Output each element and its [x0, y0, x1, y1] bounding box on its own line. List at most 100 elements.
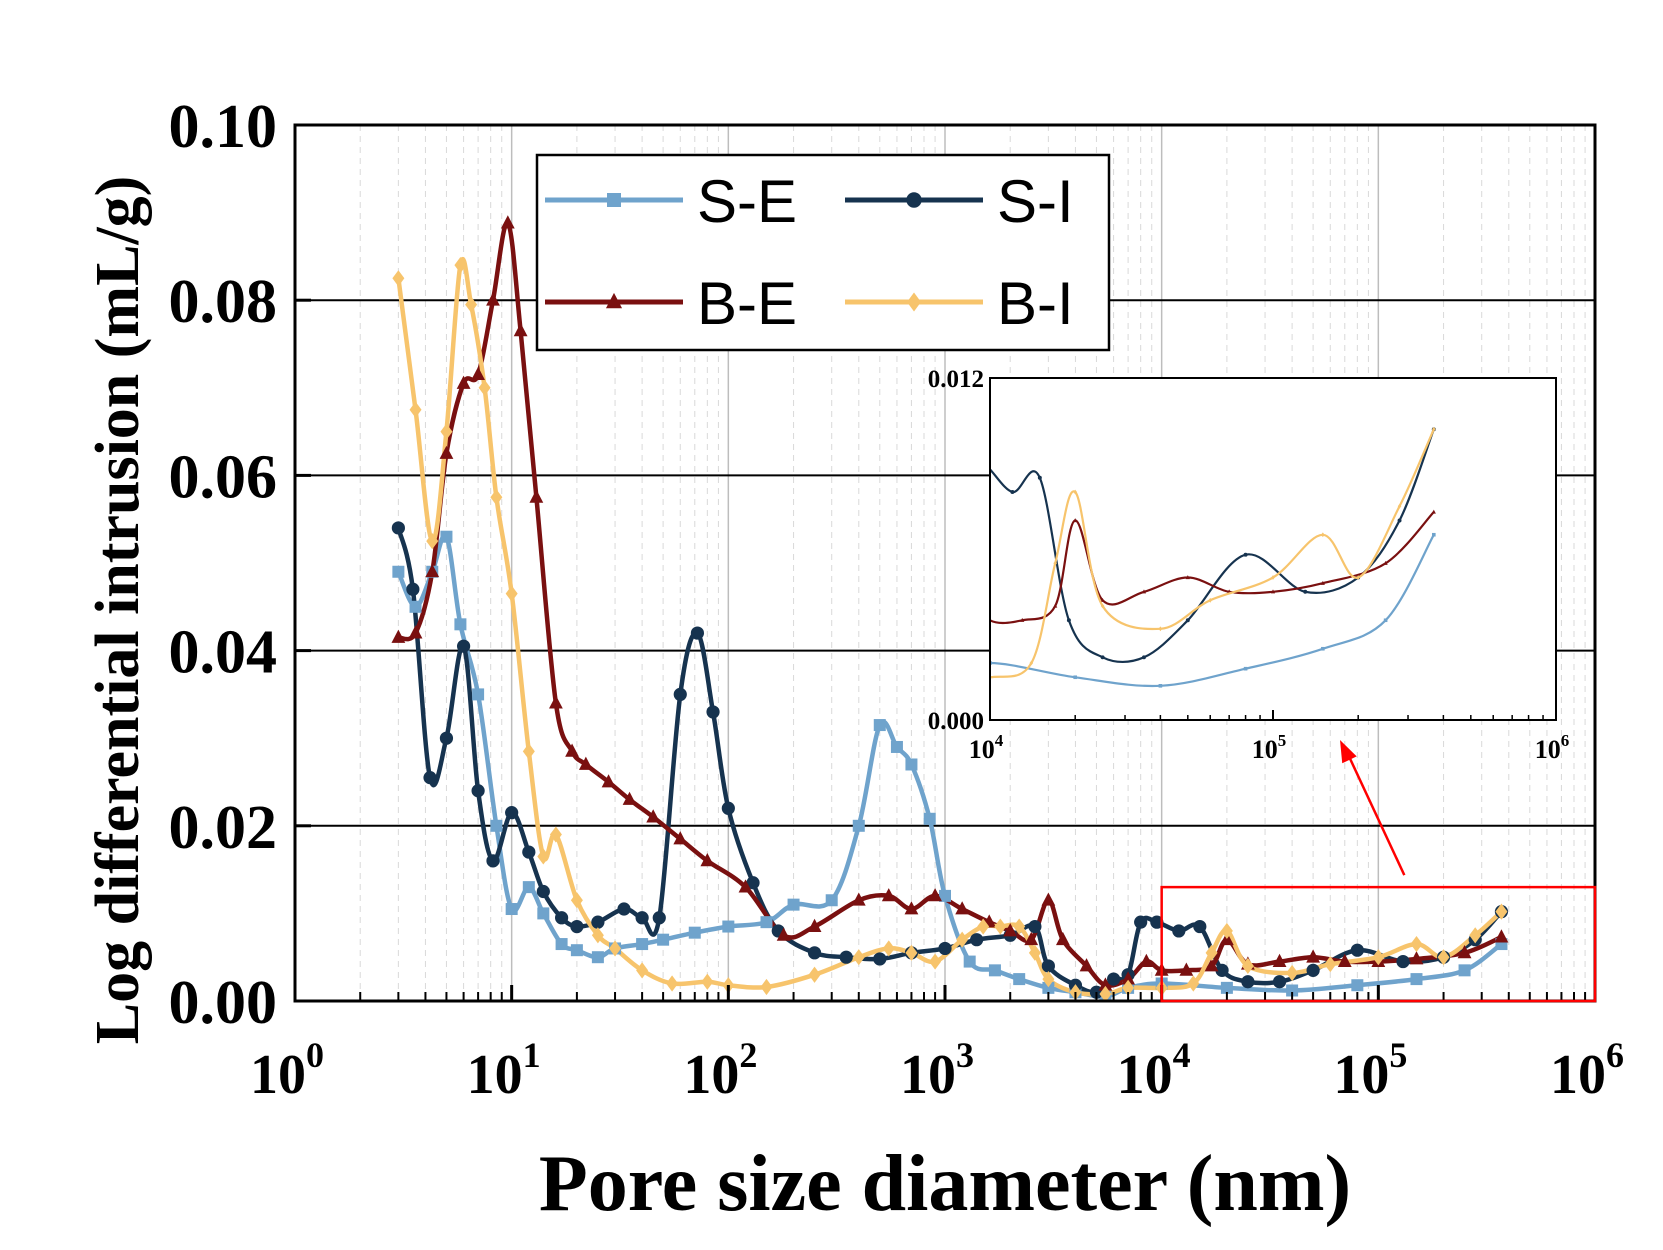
data-point-S-I	[807, 946, 822, 960]
inset-point-S-I	[1066, 618, 1071, 623]
data-point-S-E	[505, 903, 518, 916]
inset-point-S-I	[982, 462, 986, 466]
data-point-S-E	[440, 530, 453, 543]
data-point-B-E	[1272, 953, 1287, 967]
data-point-B-I	[609, 940, 622, 957]
legend: S-E S-I B-E B-I	[535, 153, 1111, 352]
inset-point-S-I	[1185, 618, 1190, 623]
data-point-S-E	[1410, 973, 1423, 986]
data-point-S-I	[456, 639, 471, 653]
inset-point-B-E	[1073, 518, 1078, 523]
inset-point-S-E	[1158, 684, 1163, 688]
y-tick-label: 0.06	[169, 443, 278, 511]
data-point-S-I	[1106, 972, 1121, 986]
data-point-S-E	[591, 951, 604, 964]
data-point-B-I	[392, 270, 405, 287]
data-point-B-E	[439, 445, 454, 459]
data-point-B-E	[1457, 945, 1472, 959]
data-point-B-E	[738, 879, 753, 893]
data-point-B-E	[646, 809, 661, 823]
legend-marker-B-I	[907, 292, 921, 312]
inset-point-S-E	[1073, 675, 1077, 680]
data-point-S-I	[873, 952, 887, 966]
data-point-B-I	[929, 953, 942, 970]
data-point-B-E	[471, 366, 486, 381]
legend-items: S-E S-I B-E B-I	[545, 168, 1074, 337]
inset-point-B-E	[1141, 589, 1147, 594]
data-point-S-I	[1041, 959, 1055, 973]
inset-point-S-I	[1010, 490, 1015, 494]
highlight-arrow	[1340, 740, 1406, 876]
y-tick-label: 0.10	[169, 93, 278, 161]
data-point-S-E	[1351, 979, 1364, 992]
data-point-S-I	[673, 687, 687, 702]
data-point-B-E	[456, 375, 471, 389]
legend-marker-S-I	[906, 192, 922, 208]
data-point-B-E	[1179, 962, 1194, 976]
legend-label-B-E: B-E	[697, 270, 797, 337]
inset-point-B-E	[1431, 509, 1436, 514]
x-tick-label: 100	[250, 1035, 324, 1106]
data-point-S-I	[938, 941, 952, 956]
data-point-S-I	[554, 911, 569, 925]
inset-point-S-E	[1321, 646, 1325, 651]
data-point-B-I	[490, 489, 503, 506]
data-point-B-E	[807, 918, 822, 932]
inset-point-B-E	[1185, 575, 1190, 580]
data-point-B-I	[666, 975, 679, 992]
inset-point-B-I	[1208, 597, 1213, 603]
data-point-S-I	[1028, 919, 1042, 934]
data-point-S-I	[1350, 943, 1364, 957]
inset-point-S-I	[1100, 655, 1105, 660]
data-point-B-I	[1187, 975, 1200, 992]
data-point-B-I	[1042, 971, 1055, 988]
inset-point-S-E	[1432, 532, 1436, 537]
data-point-B-E	[565, 743, 579, 757]
data-point-S-I	[746, 876, 760, 890]
data-point-S-I	[1215, 963, 1229, 977]
y-axis-title: Log differential intrusion (mL/g)	[84, 176, 152, 1045]
data-point-B-E	[486, 292, 500, 306]
data-point-S-I	[505, 806, 519, 820]
data-point-S-I	[1272, 975, 1287, 989]
inset-point-S-I	[1243, 552, 1248, 557]
inset-point-S-I	[1303, 589, 1308, 594]
inset-point-B-I	[1356, 575, 1360, 580]
data-point-S-E	[963, 955, 976, 968]
legend-frame	[535, 153, 1111, 352]
x-tick-label: 103	[900, 1035, 974, 1106]
data-point-S-E	[923, 812, 936, 825]
data-point-S-E	[472, 688, 485, 701]
data-point-B-E	[928, 888, 942, 902]
data-point-B-E	[500, 215, 515, 229]
inset-ticks	[989, 377, 1557, 721]
data-point-B-E	[578, 756, 593, 770]
inset-point-S-I	[1141, 655, 1146, 660]
data-point-S-I	[1306, 963, 1320, 977]
data-point-S-I	[522, 845, 536, 859]
inset-line-S-I	[990, 428, 1435, 664]
data-point-B-E	[1337, 953, 1352, 967]
data-point-S-I	[690, 626, 705, 640]
data-point-S-I	[721, 801, 735, 815]
data-point-S-E	[852, 819, 865, 832]
inset-background	[990, 378, 1556, 720]
inset-series	[961, 426, 1436, 688]
data-point-S-I	[439, 731, 454, 745]
data-point-B-I	[465, 296, 478, 313]
data-point-S-E	[454, 618, 467, 631]
inset-point-S-E	[1243, 666, 1248, 671]
inset-point-S-I	[961, 462, 965, 466]
inset-chart: 104 105 106 0.000 0.012	[928, 366, 1570, 764]
data-point-B-I	[549, 826, 562, 843]
y-tick-label: 0.08	[169, 268, 278, 336]
data-point-S-I	[652, 911, 666, 925]
inset-point-S-I	[1037, 475, 1042, 480]
inset-point-B-I	[1432, 426, 1436, 432]
inset-point-S-E	[1383, 618, 1388, 623]
inset-point-B-I	[1321, 532, 1325, 538]
legend-marker-S-E	[607, 193, 621, 207]
inset-point-B-E	[1020, 617, 1025, 622]
data-point-S-I	[1172, 924, 1186, 938]
